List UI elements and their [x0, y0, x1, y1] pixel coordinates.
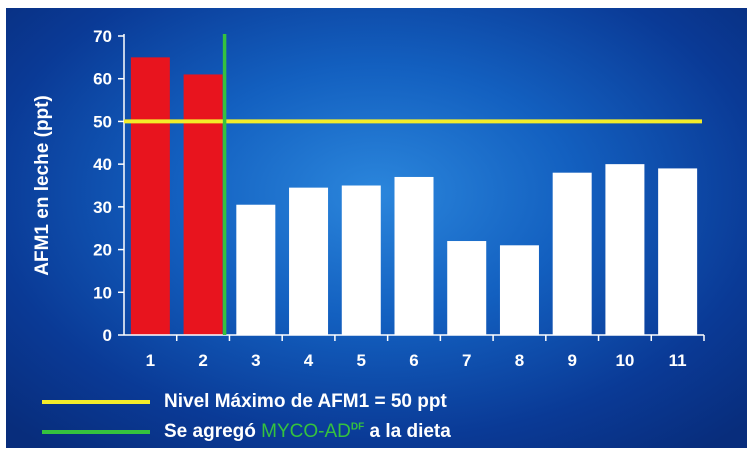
- bar-chart: AFM1 en leche (ppt) 0 10 20 30 40 50 60 70 1 2 3 4…: [32, 27, 705, 370]
- x-tick-label: 2: [198, 351, 207, 370]
- bar: [605, 164, 645, 335]
- legend-label-additive: Se agregó MYCO-ADDF a la dieta: [164, 421, 451, 443]
- bar: [341, 185, 381, 335]
- x-tick-label: 8: [515, 351, 524, 370]
- bar: [658, 168, 698, 335]
- y-tick-label: 70: [93, 27, 112, 46]
- x-tick-label: 1: [146, 351, 155, 370]
- y-axis: 0 10 20 30 40 50 60 70: [93, 27, 125, 345]
- bar: [447, 241, 487, 335]
- legend-additive-prefix: Se agregó: [164, 421, 262, 442]
- x-axis: 1 2 3 4 5 6 7 8 9 10 11: [124, 334, 705, 370]
- bar: [499, 245, 539, 335]
- y-tick-label: 20: [93, 241, 112, 260]
- x-tick-label: 10: [615, 351, 634, 370]
- x-tick-label: 11: [669, 351, 687, 370]
- legend-item-additive: Se agregó MYCO-ADDF a la dieta: [42, 420, 451, 444]
- y-axis-title-group: AFM1 en leche (ppt): [32, 95, 53, 276]
- x-tick-label: 4: [304, 351, 314, 370]
- x-tick-label: 5: [357, 351, 366, 370]
- legend-item-max-level: Nivel Máximo de AFM1 = 50 ppt: [42, 390, 447, 414]
- bar: [236, 204, 276, 335]
- bar: [552, 172, 592, 335]
- y-tick-label: 50: [93, 112, 112, 131]
- x-tick-label: 9: [567, 351, 576, 370]
- y-axis-title: AFM1 en leche (ppt): [32, 95, 53, 276]
- legend-additive-suffix: a la dieta: [364, 421, 451, 442]
- x-tick-label: 3: [251, 351, 260, 370]
- legend-swatch-max-level: [42, 400, 150, 404]
- y-tick-label: 60: [93, 70, 112, 89]
- chart-panel: AFM1 en leche (ppt) 0 10 20 30 40 50 60 70 1 2 3 4…: [6, 8, 747, 448]
- bar: [394, 176, 434, 335]
- y-tick-label: 30: [93, 198, 112, 217]
- y-tick-label: 0: [103, 326, 112, 345]
- y-tick-label: 40: [93, 155, 112, 174]
- x-tick-label: 7: [462, 351, 471, 370]
- legend-swatch-additive: [42, 430, 150, 434]
- legend-additive-product: MYCO-AD: [261, 421, 351, 442]
- bar: [130, 57, 170, 335]
- bar: [289, 187, 329, 335]
- reference-lines: [124, 34, 702, 335]
- y-tick-label: 10: [93, 283, 112, 302]
- legend-label-max-level: Nivel Máximo de AFM1 = 50 ppt: [164, 391, 447, 412]
- x-tick-label: 6: [409, 351, 418, 370]
- legend-additive-superscript: DF: [350, 421, 365, 433]
- bar: [183, 74, 223, 335]
- bars: [130, 57, 698, 335]
